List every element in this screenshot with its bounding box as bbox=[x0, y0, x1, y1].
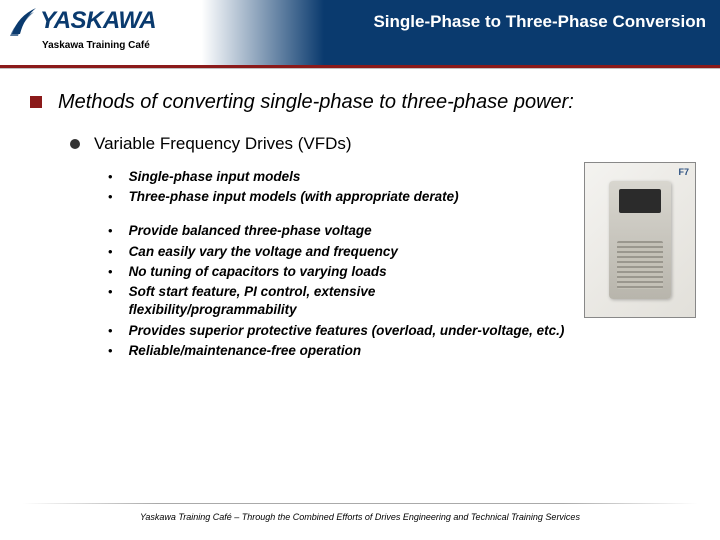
sub-brand: Yaskawa Training Café bbox=[42, 40, 150, 51]
slide-footer: Yaskawa Training Café – Through the Comb… bbox=[0, 512, 720, 522]
level3-item: • Three-phase input models (with appropr… bbox=[108, 188, 548, 206]
product-model-label: F7 bbox=[678, 167, 689, 177]
dot-bullet-icon: • bbox=[108, 243, 113, 261]
dot-bullet-icon: • bbox=[108, 283, 113, 301]
footer-divider bbox=[22, 503, 698, 504]
dot-bullet-icon: • bbox=[108, 263, 113, 281]
level1-item: Methods of converting single-phase to th… bbox=[30, 90, 700, 114]
level3-text: Provide balanced three-phase voltage bbox=[129, 222, 372, 240]
level3-group-a: • Single-phase input models • Three-phas… bbox=[108, 168, 548, 206]
slide-title: Single-Phase to Three-Phase Conversion bbox=[373, 12, 706, 32]
level3-text: Can easily vary the voltage and frequenc… bbox=[129, 243, 398, 261]
dot-bullet-icon: • bbox=[108, 222, 113, 240]
level3-text: Soft start feature, PI control, extensiv… bbox=[129, 283, 489, 319]
level3-item: • Provides superior protective features … bbox=[108, 322, 700, 340]
dot-bullet-icon: • bbox=[108, 322, 113, 340]
dot-bullet-icon: • bbox=[108, 188, 113, 206]
dot-bullet-icon: • bbox=[108, 342, 113, 360]
logo-swoosh-icon bbox=[10, 4, 38, 38]
level3-text: Reliable/maintenance-free operation bbox=[129, 342, 362, 360]
circle-bullet-icon bbox=[70, 139, 80, 149]
level3-text: Provides superior protective features (o… bbox=[129, 322, 565, 340]
square-bullet-icon bbox=[30, 96, 42, 108]
level2-item: Variable Frequency Drives (VFDs) bbox=[70, 134, 700, 154]
level2-text: Variable Frequency Drives (VFDs) bbox=[94, 134, 352, 154]
dot-bullet-icon: • bbox=[108, 168, 113, 186]
header-divider bbox=[0, 65, 720, 69]
level3-text: Single-phase input models bbox=[129, 168, 301, 186]
level3-item: • Single-phase input models bbox=[108, 168, 548, 186]
slide-header: YASKAWA Yaskawa Training Café Single-Pha… bbox=[0, 0, 720, 65]
vfd-drive-icon bbox=[609, 181, 671, 299]
product-image: F7 bbox=[584, 162, 696, 318]
brand-logo: YASKAWA bbox=[10, 4, 156, 38]
brand-name: YASKAWA bbox=[40, 7, 156, 35]
level1-text: Methods of converting single-phase to th… bbox=[58, 90, 574, 114]
level3-text: No tuning of capacitors to varying loads bbox=[129, 263, 387, 281]
level3-item: • Reliable/maintenance-free operation bbox=[108, 342, 700, 360]
level3-text: Three-phase input models (with appropria… bbox=[129, 188, 459, 206]
